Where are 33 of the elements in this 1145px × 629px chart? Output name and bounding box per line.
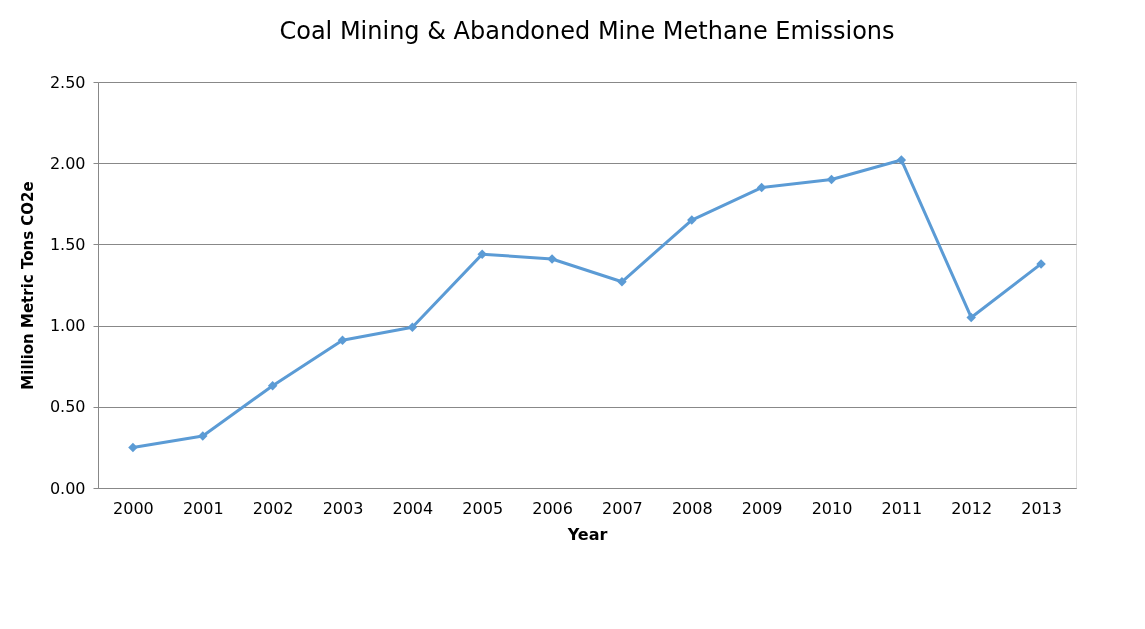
point [826,174,837,185]
y-tick-label: 2.50 [49,72,86,92]
x-tick-label: 2009 [741,498,783,518]
x-axis-title: Year [566,524,608,544]
chart-title: Coal Mining & Abandoned Mine Methane Emissions [279,17,895,45]
x-tick-label: 2007 [602,498,643,518]
point [128,442,138,453]
y-tick-label: 0.50 [49,397,86,417]
point [896,155,907,165]
x-tick-label: 2006 [532,498,573,518]
x-tick-label: 2001 [182,498,224,518]
x-tick-label: 2010 [811,498,853,518]
point [407,322,418,332]
point [617,277,627,287]
x-tick-label: 2005 [462,498,504,518]
x-tick-label: 2011 [881,498,923,518]
point [477,249,487,259]
point [756,182,767,193]
y-tick-label: 1.00 [49,316,86,336]
y-axis-title: Million Metric Tons CO2e [18,181,37,390]
point [966,312,976,323]
point [337,335,348,345]
y-tick-label: 2.00 [49,153,86,173]
y-tick-label: 1.50 [49,234,86,254]
x-tick-label: 2002 [252,498,294,518]
x-tick-label: 2000 [113,498,154,518]
x-tick-label: 2004 [392,498,434,518]
y-tick-label: 0.00 [49,478,86,498]
x-tick-label: 2012 [951,498,993,518]
point [267,380,278,391]
x-tick-label: 2013 [1021,498,1062,518]
x-tick-label: 2008 [671,498,713,518]
x-tick-label: 2003 [322,498,364,518]
